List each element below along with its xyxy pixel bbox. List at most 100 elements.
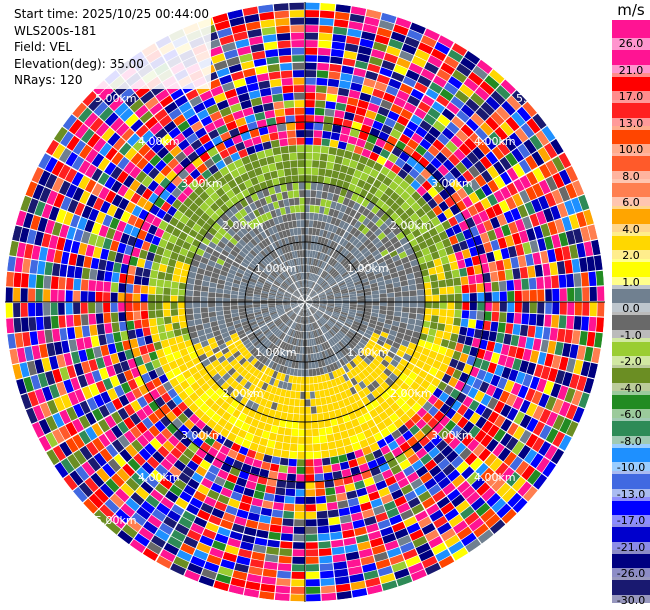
velocity-gate	[303, 287, 305, 295]
velocity-gate	[371, 264, 380, 272]
velocity-gate	[236, 477, 248, 487]
velocity-gate	[396, 349, 405, 358]
velocity-gate	[248, 211, 256, 221]
velocity-gate	[264, 317, 272, 323]
velocity-gate	[327, 295, 334, 299]
velocity-gate	[89, 268, 98, 280]
velocity-gate	[260, 273, 268, 280]
velocity-gate	[244, 390, 253, 399]
velocity-gate	[281, 214, 288, 223]
velocity-gate	[259, 398, 268, 407]
velocity-gate	[85, 441, 99, 456]
velocity-gate	[262, 311, 270, 316]
velocity-gate	[171, 406, 183, 417]
velocity-gate	[277, 40, 291, 49]
velocity-gate	[139, 110, 154, 124]
velocity-gate	[324, 324, 330, 331]
velocity-gate	[227, 179, 238, 189]
velocity-gate	[252, 50, 266, 60]
velocity-gate	[59, 328, 68, 341]
velocity-gate	[325, 255, 331, 263]
velocity-gate	[538, 393, 550, 408]
velocity-gate	[461, 532, 477, 547]
velocity-gate	[9, 240, 19, 257]
velocity-gate	[223, 306, 231, 311]
velocity-gate	[532, 437, 545, 452]
velocity-gate	[116, 170, 129, 184]
velocity-gate	[231, 185, 241, 196]
velocity-gate	[490, 271, 499, 282]
velocity-gate	[73, 228, 84, 242]
velocity-gate	[340, 328, 347, 335]
velocity-gate	[278, 465, 288, 473]
velocity-gate	[274, 338, 281, 346]
velocity-gate	[320, 442, 329, 451]
velocity-gate	[364, 308, 372, 313]
velocity-gate	[321, 450, 330, 458]
velocity-gate	[239, 311, 247, 316]
velocity-gate	[248, 375, 256, 384]
velocity-gate	[371, 290, 379, 295]
velocity-gate	[95, 313, 104, 324]
velocity-gate	[297, 346, 301, 354]
velocity-gate	[305, 257, 308, 265]
velocity-gate	[468, 71, 484, 86]
velocity-gate	[143, 149, 156, 162]
velocity-gate	[268, 409, 276, 418]
velocity-gate	[273, 379, 280, 387]
velocity-gate	[447, 302, 455, 310]
velocity-gate	[67, 454, 81, 470]
velocity-gate	[358, 45, 372, 56]
velocity-gate	[456, 361, 466, 372]
velocity-gate	[219, 445, 231, 456]
velocity-gate	[83, 336, 93, 349]
velocity-gate	[339, 204, 348, 213]
velocity-gate	[284, 168, 292, 177]
velocity-gate	[363, 346, 372, 354]
velocity-gate	[160, 458, 173, 471]
velocity-gate	[332, 312, 340, 317]
velocity-gate	[164, 101, 178, 114]
velocity-gate	[289, 285, 295, 292]
velocity-gate	[125, 113, 139, 127]
velocity-gate	[307, 272, 310, 280]
velocity-gate	[198, 353, 208, 362]
velocity-gate	[168, 360, 178, 370]
velocity-gate	[371, 49, 385, 60]
velocity-gate	[306, 571, 320, 579]
velocity-gate	[332, 242, 339, 250]
velocity-gate	[286, 382, 293, 391]
velocity-gate	[399, 275, 407, 282]
velocity-gate	[544, 236, 554, 250]
velocity-gate	[229, 237, 238, 246]
velocity-gate	[291, 275, 296, 282]
velocity-gate	[290, 299, 298, 302]
velocity-gate	[341, 309, 349, 314]
velocity-gate	[110, 353, 120, 365]
velocity-gate	[45, 415, 58, 432]
velocity-gate	[348, 183, 357, 193]
velocity-gate	[568, 214, 580, 230]
velocity-gate	[587, 362, 598, 379]
velocity-gate	[251, 337, 259, 345]
velocity-gate	[245, 195, 254, 205]
velocity-gate	[562, 371, 573, 387]
velocity-gate	[151, 141, 164, 154]
velocity-gate	[462, 344, 471, 355]
velocity-gate	[102, 378, 114, 391]
velocity-gate	[449, 358, 459, 369]
velocity-gate	[359, 92, 372, 102]
velocity-gate	[220, 381, 230, 391]
velocity-gate	[253, 296, 261, 300]
velocity-gate	[489, 457, 503, 472]
velocity-gate	[365, 230, 374, 239]
velocity-gate	[411, 244, 421, 253]
velocity-gate	[81, 325, 91, 338]
velocity-gate	[408, 313, 417, 320]
velocity-gate	[216, 338, 225, 346]
velocity-gate	[189, 392, 200, 402]
velocity-gate	[378, 183, 388, 193]
velocity-gate	[332, 553, 346, 563]
velocity-gate	[452, 369, 462, 380]
velocity-gate	[99, 504, 115, 519]
